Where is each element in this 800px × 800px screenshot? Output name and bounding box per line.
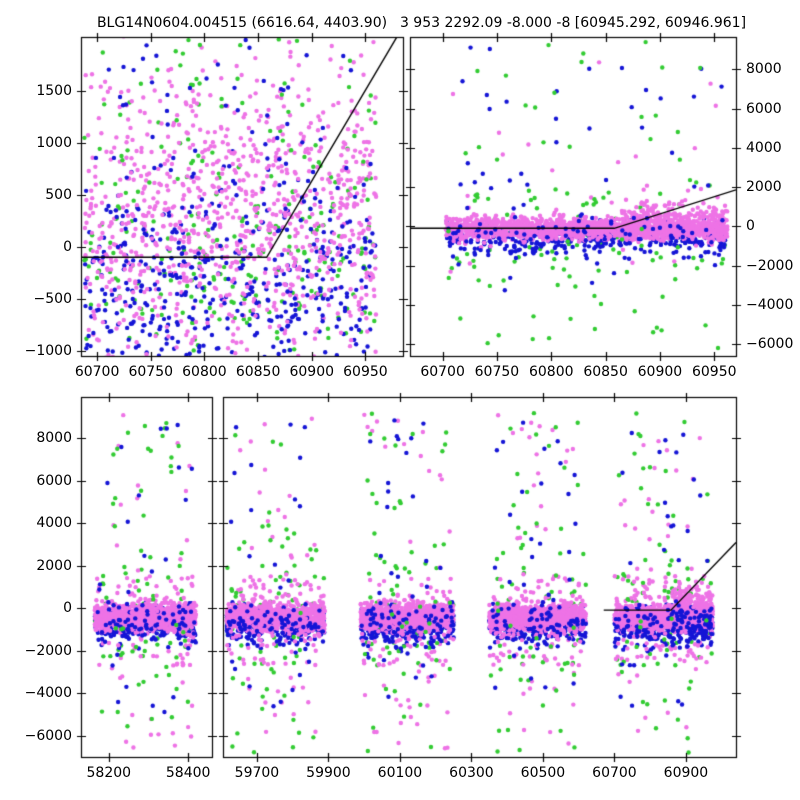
x-tick-label: 60800 xyxy=(528,364,574,380)
x-tick-label: 60850 xyxy=(583,364,628,380)
y-tick-label: −4000 xyxy=(746,296,794,313)
x-tick-label: 60850 xyxy=(235,364,281,380)
x-tick-label: 60750 xyxy=(474,364,520,380)
y-tick-label: −6000 xyxy=(746,336,794,353)
x-tick-label: 59900 xyxy=(306,765,351,781)
x-tick-label: 60700 xyxy=(592,765,637,781)
y-tick-label: 1500 xyxy=(36,83,72,100)
x-tick-label: 60900 xyxy=(637,364,683,380)
y-tick-label: −2000 xyxy=(746,257,794,274)
y-tick-label: 0 xyxy=(63,238,72,255)
x-tick-label: 60800 xyxy=(182,364,227,380)
y-tick-label: −6000 xyxy=(24,727,72,744)
x-tick-label: 60900 xyxy=(289,364,335,380)
x-tick-label: 60700 xyxy=(420,364,465,380)
y-tick-label: 1000 xyxy=(36,134,72,151)
x-tick-label: 60500 xyxy=(520,765,566,781)
y-tick-label: −4000 xyxy=(24,685,72,702)
y-tick-label: 2000 xyxy=(746,179,782,196)
x-tick-label: 58200 xyxy=(86,765,132,781)
plot-title-right: 3 953 2292.09 -8.000 -8 [60945.292, 6094… xyxy=(399,15,747,31)
y-tick-label: 4000 xyxy=(746,139,782,156)
y-tick-label: −500 xyxy=(33,290,72,307)
y-tick-label: 8000 xyxy=(746,61,782,78)
plot-title-left: BLG14N0604.004515 (6616.64, 4403.90) xyxy=(96,15,388,31)
y-tick-label: 6000 xyxy=(746,100,782,117)
x-tick-label: 60750 xyxy=(128,364,174,380)
x-tick-label: 60700 xyxy=(74,364,120,380)
y-tick-label: 500 xyxy=(45,186,72,203)
y-tick-label: −2000 xyxy=(24,642,72,659)
x-tick-label: 60950 xyxy=(691,364,737,380)
y-tick-label: 0 xyxy=(63,600,72,617)
y-tick-label: 0 xyxy=(746,218,755,235)
y-tick-label: 8000 xyxy=(36,430,72,446)
y-tick-label: 4000 xyxy=(36,515,72,532)
y-tick-label: 6000 xyxy=(36,472,72,489)
x-tick-label: 60300 xyxy=(449,765,494,781)
x-tick-label: 58400 xyxy=(165,765,211,781)
y-tick-label: −1000 xyxy=(24,342,72,359)
x-tick-label: 60100 xyxy=(377,765,423,781)
y-tick-label: 2000 xyxy=(36,557,72,574)
x-tick-label: 60950 xyxy=(343,364,388,380)
x-tick-label: 59700 xyxy=(234,765,280,781)
x-tick-label: 60900 xyxy=(663,765,709,781)
